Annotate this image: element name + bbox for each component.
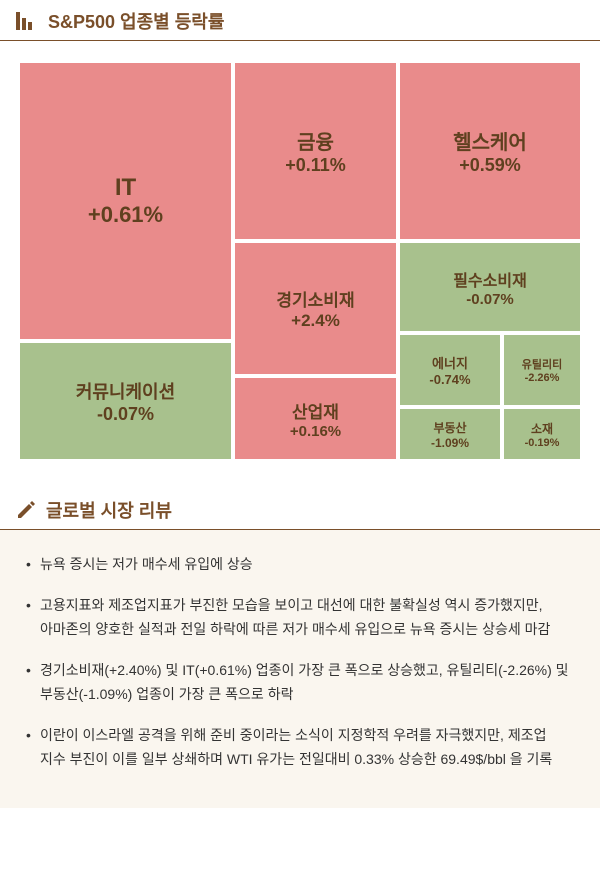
review-bullet-item: 이란이 이스라엘 공격을 위해 준비 중이라는 소식이 지정학적 우려를 자극했… (26, 723, 574, 772)
review-section-header: 글로벌 시장 리뷰 (0, 489, 600, 530)
review-bullet-list: 뉴욕 증시는 저가 매수세 유입에 상승고용지표와 제조업지표가 부진한 모습을… (26, 552, 574, 772)
tile-sector-name: 소재 (531, 420, 553, 437)
tile-sector-name: 부동산 (433, 419, 466, 436)
tile-sector-name: 에너지 (432, 353, 468, 372)
treemap-tile: 산업재+0.16% (233, 376, 398, 461)
treemap-title: S&P500 업종별 등락률 (48, 8, 224, 34)
treemap-tile: 에너지-0.74% (398, 333, 502, 407)
treemap-section-header: S&P500 업종별 등락률 (0, 0, 600, 41)
treemap-tile: 유틸리티-2.26% (502, 333, 582, 407)
treemap-tile: 경기소비재+2.4% (233, 241, 398, 376)
treemap-tile: 금융+0.11% (233, 61, 398, 241)
tile-sector-value: +0.16% (290, 423, 341, 440)
tile-sector-value: -0.07% (466, 291, 514, 308)
review-bullet-item: 경기소비재(+2.40%) 및 IT(+0.61%) 업종이 가장 큰 폭으로 … (26, 658, 574, 707)
tile-sector-value: -0.19% (525, 437, 560, 449)
tile-sector-value: +0.11% (285, 155, 346, 176)
tile-sector-value: -2.26% (525, 372, 560, 384)
treemap-tile: 소재-0.19% (502, 407, 582, 461)
review-title: 글로벌 시장 리뷰 (46, 497, 172, 523)
pencil-icon (16, 500, 36, 520)
review-bullet-item: 고용지표와 제조업지표가 부진한 모습을 보이고 대선에 대한 불확실성 역시 … (26, 593, 574, 642)
treemap-tile: 필수소비재-0.07% (398, 241, 582, 333)
tile-sector-name: 금융 (297, 126, 334, 155)
treemap-tile: IT+0.61% (18, 61, 233, 341)
treemap-container: IT+0.61%커뮤니케이션-0.07%금융+0.11%경기소비재+2.4%산업… (0, 41, 600, 489)
tile-sector-value: +2.4% (291, 311, 340, 331)
treemap-tile: 부동산-1.09% (398, 407, 502, 461)
tile-sector-name: IT (115, 174, 136, 202)
tile-sector-value: -0.07% (97, 404, 154, 425)
tile-sector-name: 경기소비재 (276, 286, 354, 311)
tile-sector-name: 유틸리티 (522, 356, 562, 372)
review-body: 뉴욕 증시는 저가 매수세 유입에 상승고용지표와 제조업지표가 부진한 모습을… (0, 530, 600, 808)
tile-sector-value: +0.59% (459, 155, 521, 176)
tile-sector-name: 필수소비재 (453, 267, 527, 291)
tile-sector-value: +0.61% (88, 202, 163, 228)
treemap-tile: 커뮤니케이션-0.07% (18, 341, 233, 461)
review-bullet-item: 뉴욕 증시는 저가 매수세 유입에 상승 (26, 552, 574, 577)
tile-sector-name: 산업재 (292, 398, 339, 423)
bar-chart-icon (16, 12, 38, 30)
tile-sector-name: 커뮤니케이션 (76, 378, 175, 404)
sector-treemap: IT+0.61%커뮤니케이션-0.07%금융+0.11%경기소비재+2.4%산업… (18, 61, 582, 461)
tile-sector-value: -0.74% (429, 372, 470, 387)
tile-sector-value: -1.09% (431, 436, 469, 450)
treemap-tile: 헬스케어+0.59% (398, 61, 582, 241)
tile-sector-name: 헬스케어 (453, 126, 527, 155)
